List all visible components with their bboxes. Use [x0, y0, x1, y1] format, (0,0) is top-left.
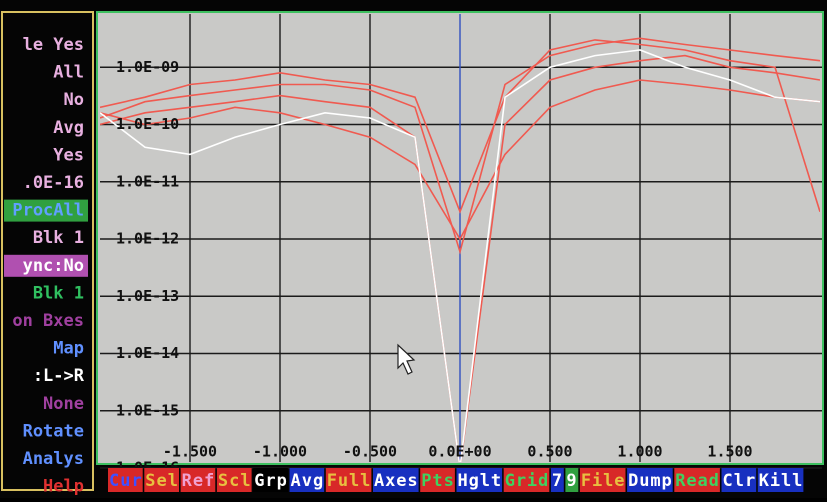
x-tick-label: 0.0E+00	[428, 443, 491, 461]
menu-item[interactable]: ync:No	[23, 256, 84, 276]
y-tick-label: 1.0E-15	[116, 401, 179, 419]
function-key[interactable]: Grp	[254, 471, 287, 491]
function-key[interactable]: Scl	[218, 471, 251, 491]
menu-item[interactable]: Avg	[53, 118, 84, 138]
menu-item[interactable]: Blk 1	[33, 228, 84, 248]
y-tick-label: 1.0E-09	[116, 58, 179, 76]
x-tick-label: 0.500	[527, 443, 572, 461]
x-tick-label: -1.000	[253, 443, 307, 461]
menu-item[interactable]: Analys	[23, 449, 84, 469]
menu-item[interactable]: le Yes	[23, 35, 84, 55]
y-tick-label: 1.0E-11	[116, 172, 179, 190]
y-tick-label: 1.0E-12	[116, 230, 179, 248]
x-tick-label: 1.000	[617, 443, 662, 461]
x-tick-label: 1.500	[707, 443, 752, 461]
menu-item[interactable]: Rotate	[23, 421, 84, 441]
y-tick-label: 1.0E-14	[116, 344, 179, 362]
function-key[interactable]: Avg	[291, 471, 324, 491]
menu-item[interactable]: None	[43, 394, 84, 414]
menu-item[interactable]: .0E-16	[23, 173, 84, 193]
function-key[interactable]: Full	[327, 471, 371, 491]
function-key[interactable]: Axes	[374, 471, 418, 491]
function-key[interactable]: Clr	[723, 471, 756, 491]
function-key[interactable]: Ref	[182, 471, 215, 491]
menu-item[interactable]: :L->R	[33, 366, 85, 386]
x-tick-label: -0.500	[343, 443, 397, 461]
function-key[interactable]: File	[581, 471, 625, 491]
menu-item[interactable]: All	[53, 63, 84, 83]
function-key[interactable]: Cur	[109, 471, 142, 491]
menu-item[interactable]: Blk 1	[33, 283, 84, 303]
menu-item[interactable]: No	[64, 90, 84, 110]
menu-item[interactable]: on Bxes	[12, 311, 84, 331]
function-key[interactable]: 7	[552, 471, 562, 491]
function-key[interactable]: Dump	[628, 471, 672, 491]
menu-item[interactable]: Map	[53, 339, 84, 359]
function-key[interactable]: Kill	[759, 471, 803, 491]
function-key[interactable]: Hglt	[458, 471, 502, 491]
x-tick-label: -1.500	[163, 443, 217, 461]
menu-item[interactable]: ProcAll	[12, 201, 84, 221]
y-tick-label: 1.0E-13	[116, 287, 179, 305]
screen: le Yes All No Avg Yes .0E-16 ProcAll Blk 1 ync:N…	[0, 0, 827, 498]
menu-item[interactable]: Help	[43, 477, 84, 497]
function-key[interactable]: Pts	[421, 471, 454, 491]
function-key[interactable]: Read	[675, 471, 719, 491]
function-key[interactable]: Sel	[145, 471, 178, 491]
function-key[interactable]: Grid	[505, 471, 549, 491]
menu-item[interactable]: Yes	[53, 145, 84, 165]
y-tick-label: 1.0E-10	[116, 115, 179, 133]
function-key[interactable]: 9	[566, 471, 576, 491]
